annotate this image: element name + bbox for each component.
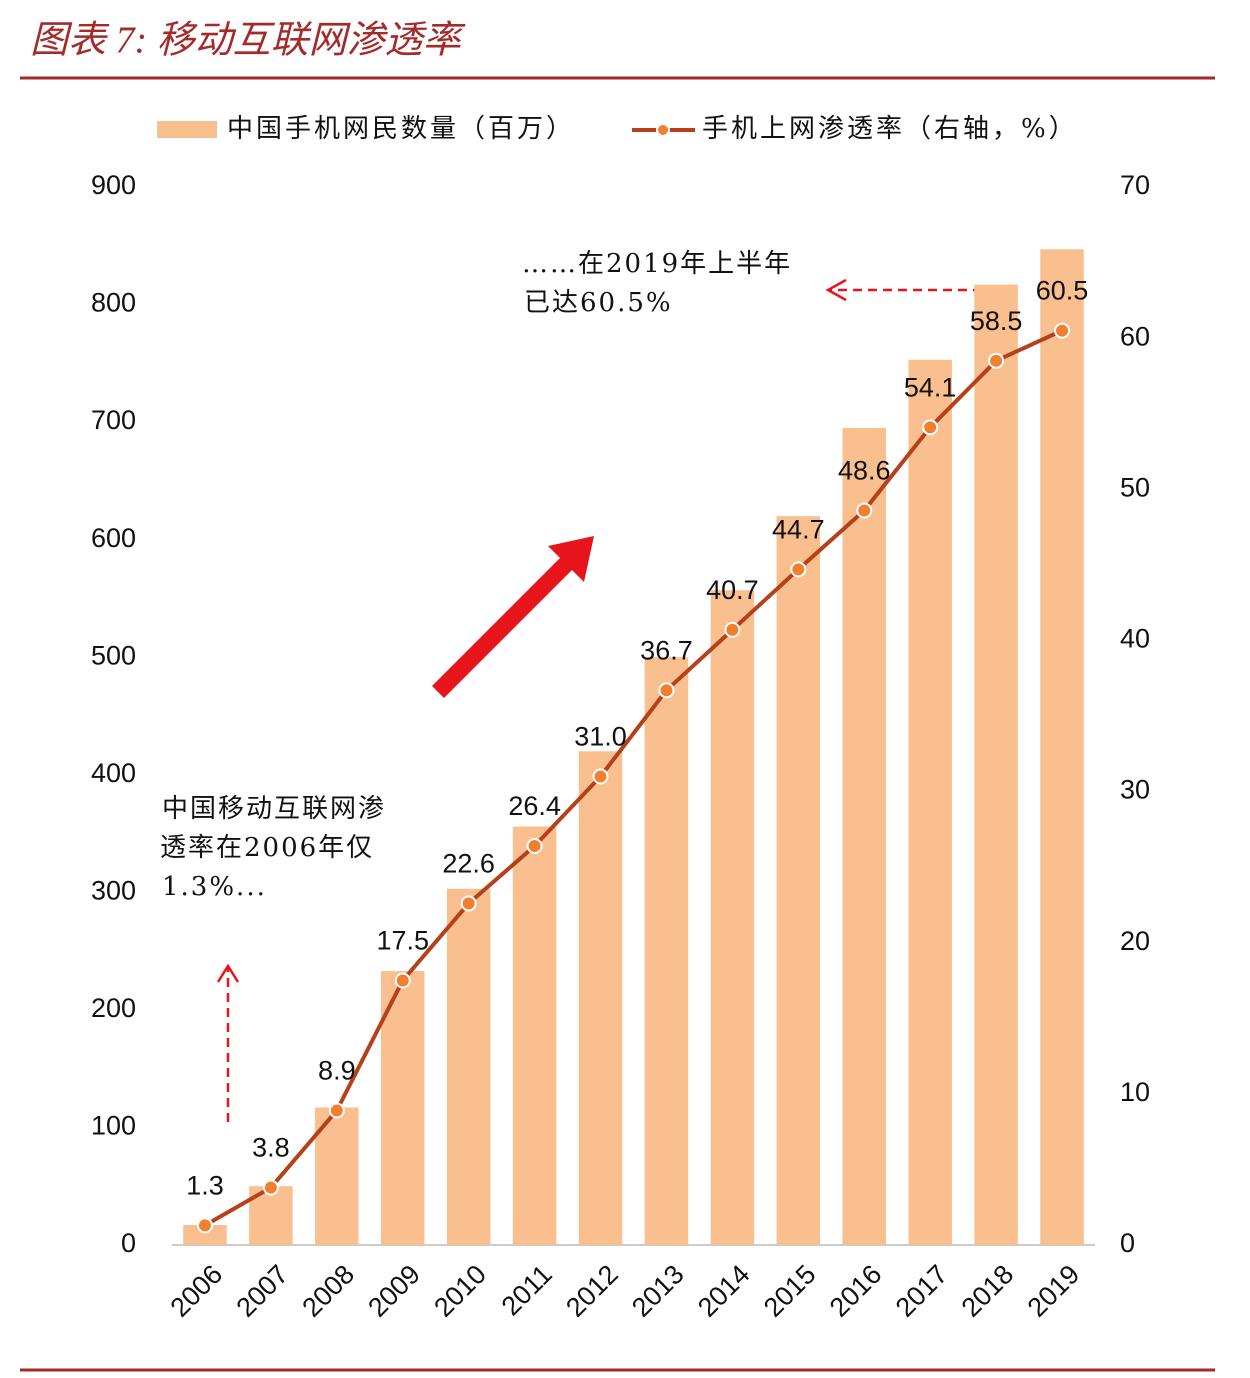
data-label: 3.8 (252, 1133, 290, 1163)
annotation: 中国移动互联网渗 (162, 794, 386, 824)
x-tick-label: 2006 (165, 1259, 229, 1323)
annotation: ……在2019年上半年 (522, 249, 792, 279)
bar (974, 284, 1018, 1245)
bar (578, 751, 623, 1245)
marker (790, 561, 807, 578)
y2-tick-label: 20 (1120, 926, 1150, 956)
y2-tick-label: 70 (1120, 170, 1150, 200)
x-tick-label: 2008 (296, 1259, 360, 1323)
x-tick-label: 2015 (758, 1259, 822, 1323)
marker (328, 1102, 345, 1119)
data-label: 36.7 (640, 635, 693, 665)
x-tick-label: 2010 (428, 1259, 492, 1323)
data-label: 1.3 (186, 1170, 224, 1200)
data-label: 31.0 (574, 722, 627, 752)
data-label: 44.7 (772, 515, 825, 545)
chart-title: 图表 7: 移动互联网渗透率 (30, 20, 466, 62)
legend-marker (656, 123, 670, 137)
y-tick-label: 900 (91, 170, 136, 200)
annotation-arrowhead (825, 278, 847, 302)
x-tick-label: 2018 (956, 1259, 1020, 1323)
marker (526, 837, 543, 854)
y-tick-label: 400 (91, 758, 136, 788)
data-label: 54.1 (904, 372, 957, 402)
annotation-arrowhead (216, 963, 240, 983)
y2-tick-label: 60 (1120, 321, 1150, 351)
y-tick-label: 600 (91, 523, 136, 553)
x-tick-label: 2007 (230, 1259, 294, 1323)
y-tick-label: 300 (91, 875, 136, 905)
y2-tick-label: 0 (1120, 1228, 1135, 1258)
x-tick-label: 2016 (824, 1259, 888, 1323)
bar (446, 888, 491, 1245)
y-tick-label: 100 (91, 1111, 136, 1141)
marker (262, 1179, 279, 1196)
bar (183, 1225, 227, 1245)
line (203, 328, 1063, 1228)
annotation: 透率在2006年仅 (160, 833, 374, 863)
marker (460, 895, 477, 912)
y2-tick-label: 50 (1120, 472, 1150, 502)
marker (1054, 322, 1071, 339)
trend-arrow (432, 536, 594, 698)
data-label: 60.5 (1036, 276, 1089, 306)
bar (908, 359, 952, 1246)
legend-label: 手机上网渗透率（右轴，%） (702, 114, 1078, 144)
data-label: 8.9 (318, 1056, 356, 1086)
bar (842, 427, 887, 1245)
x-tick-label: 2011 (496, 1259, 558, 1321)
y-tick-label: 500 (91, 640, 136, 670)
marker (988, 352, 1005, 369)
annotation: 已达60.5% (524, 288, 673, 318)
data-label: 48.6 (838, 456, 891, 486)
marker (724, 621, 741, 638)
marker (658, 682, 675, 699)
y2-tick-label: 40 (1120, 624, 1150, 654)
bar (710, 590, 755, 1245)
bar (644, 657, 689, 1245)
legend-swatch (157, 121, 217, 138)
bar (512, 826, 557, 1245)
x-tick-label: 2012 (560, 1259, 624, 1323)
y-tick-label: 800 (91, 288, 136, 318)
x-tick-label: 2017 (890, 1259, 954, 1323)
x-tick-label: 2019 (1022, 1259, 1086, 1323)
legend-label: 中国手机网民数量（百万） (227, 114, 575, 144)
marker (196, 1217, 213, 1234)
data-label: 22.6 (442, 849, 495, 879)
y-tick-label: 0 (121, 1228, 136, 1258)
x-tick-label: 2014 (692, 1259, 756, 1323)
data-label: 40.7 (706, 575, 759, 605)
y-tick-label: 200 (91, 993, 136, 1023)
marker (922, 419, 939, 436)
x-tick-label: 2009 (362, 1259, 426, 1323)
bar (1040, 249, 1084, 1245)
y-tick-label: 700 (91, 405, 136, 435)
y2-tick-label: 10 (1120, 1077, 1150, 1107)
data-label: 17.5 (376, 926, 429, 956)
marker (592, 768, 609, 785)
data-label: 58.5 (970, 306, 1023, 336)
bar (776, 516, 821, 1245)
x-tick-label: 2013 (626, 1259, 690, 1323)
marker (394, 972, 411, 989)
bar (380, 971, 425, 1245)
annotation: 1.3%... (162, 872, 267, 902)
y2-tick-label: 30 (1120, 775, 1150, 805)
marker (856, 502, 873, 519)
data-label: 26.4 (508, 791, 561, 821)
